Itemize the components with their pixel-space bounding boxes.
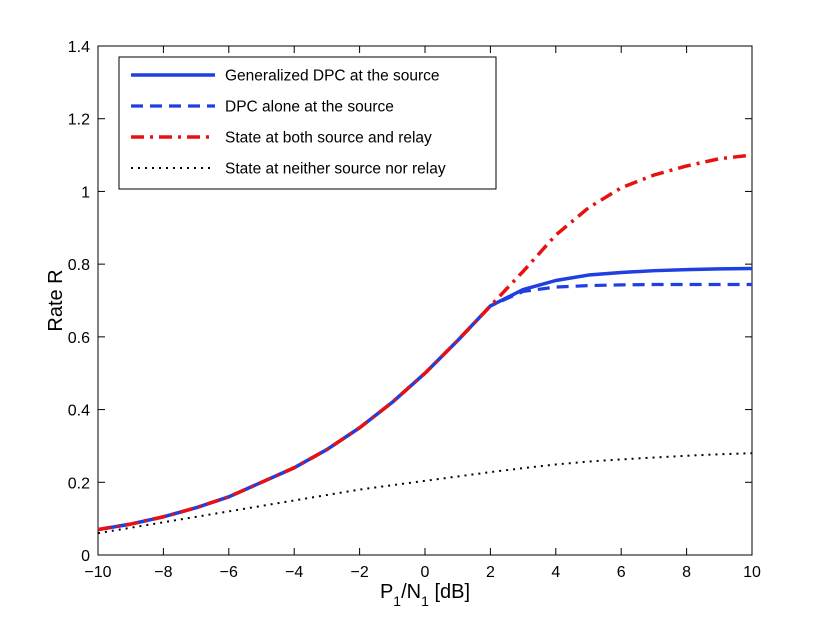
x-tick-label: 6: [617, 564, 626, 581]
series-line-3: [97, 153, 753, 532]
x-tick-label: 2: [486, 564, 495, 581]
legend-label-4: State at neither source nor relay: [225, 161, 446, 178]
x-axis-title-sub2: 1: [421, 593, 429, 609]
x-tick-label: 0: [421, 564, 430, 581]
legend-label-2: DPC alone at the source: [225, 99, 394, 116]
x-tick-label: −10: [84, 564, 111, 581]
x-tick-label: −6: [220, 564, 238, 581]
y-tick-label: 0.6: [68, 330, 90, 347]
tick-layer: −10 −8 −6 −4 −2 0 2 4 6 8 10 0 0.2 0.4 0.6 0.8 1 1.2 1.4: [68, 39, 761, 581]
x-tick-label: −2: [350, 564, 368, 581]
x-axis-title-p: P: [380, 581, 393, 603]
series-layer: [97, 153, 753, 535]
x-axis-title-sub1: 1: [393, 593, 401, 609]
y-tick-label: 1.2: [68, 112, 90, 129]
y-tick-label: 0.8: [68, 257, 90, 274]
y-tick-label: 0.4: [68, 403, 90, 420]
x-tick-label: 10: [743, 564, 761, 581]
x-tick-label: 8: [682, 564, 691, 581]
x-tick-label: −8: [154, 564, 172, 581]
x-axis-title-slash: /N: [401, 581, 421, 603]
y-tick-label: 0.2: [68, 475, 90, 492]
y-tick-label: 1.4: [68, 39, 90, 56]
x-tick-label: 4: [551, 564, 560, 581]
legend-label-1: Generalized DPC at the source: [225, 68, 440, 85]
y-tick-label: 1: [81, 184, 90, 201]
x-axis-title: P1/N1 [dB]: [380, 581, 470, 609]
y-tick-label: 0: [81, 548, 90, 565]
legend: Generalized DPC at the source DPC alone a…: [118, 56, 497, 190]
x-axis-title-unit: [dB]: [429, 581, 470, 603]
x-tick-label: −4: [285, 564, 303, 581]
legend-label-3: State at both source and relay: [225, 130, 432, 147]
y-axis-title: Rate R: [45, 269, 67, 331]
